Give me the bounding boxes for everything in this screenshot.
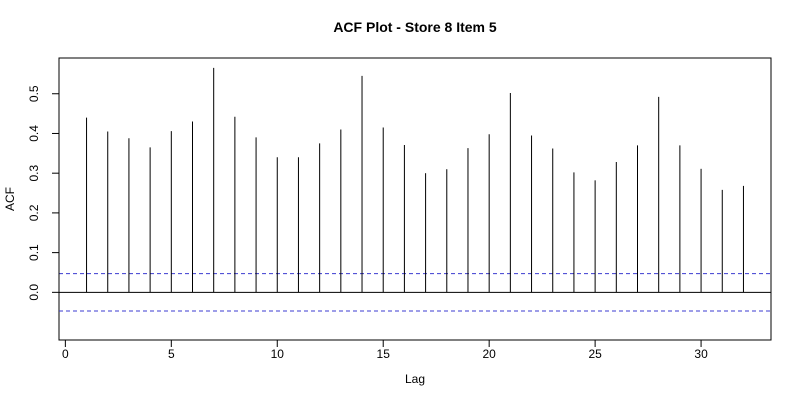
y-tick-label: 0.4 [27, 125, 41, 142]
x-tick-label: 15 [377, 347, 391, 361]
y-tick-label: 0.3 [27, 165, 41, 182]
x-tick-label: 30 [694, 347, 708, 361]
x-axis: 0 5 10 15 20 25 30 [62, 339, 708, 361]
y-tick-label: 0.5 [27, 85, 41, 102]
y-axis-label: ACF [3, 187, 17, 211]
plot-marks [59, 67, 771, 312]
y-tick-label: 0.0 [27, 284, 41, 301]
x-tick-label: 10 [271, 347, 285, 361]
x-axis-label: Lag [405, 372, 425, 386]
x-tick-label: 0 [62, 347, 69, 361]
plot-frame [58, 57, 772, 341]
y-tick-label: 0.1 [27, 244, 41, 261]
y-tick-label: 0.2 [27, 204, 41, 221]
y-axis: 0.0 0.1 0.2 0.3 0.4 0.5 [27, 85, 60, 301]
x-tick-label: 20 [482, 347, 496, 361]
chart-title: ACF Plot - Store 8 Item 5 [333, 19, 497, 35]
x-tick-label: 25 [588, 347, 602, 361]
x-tick-label: 5 [168, 347, 175, 361]
